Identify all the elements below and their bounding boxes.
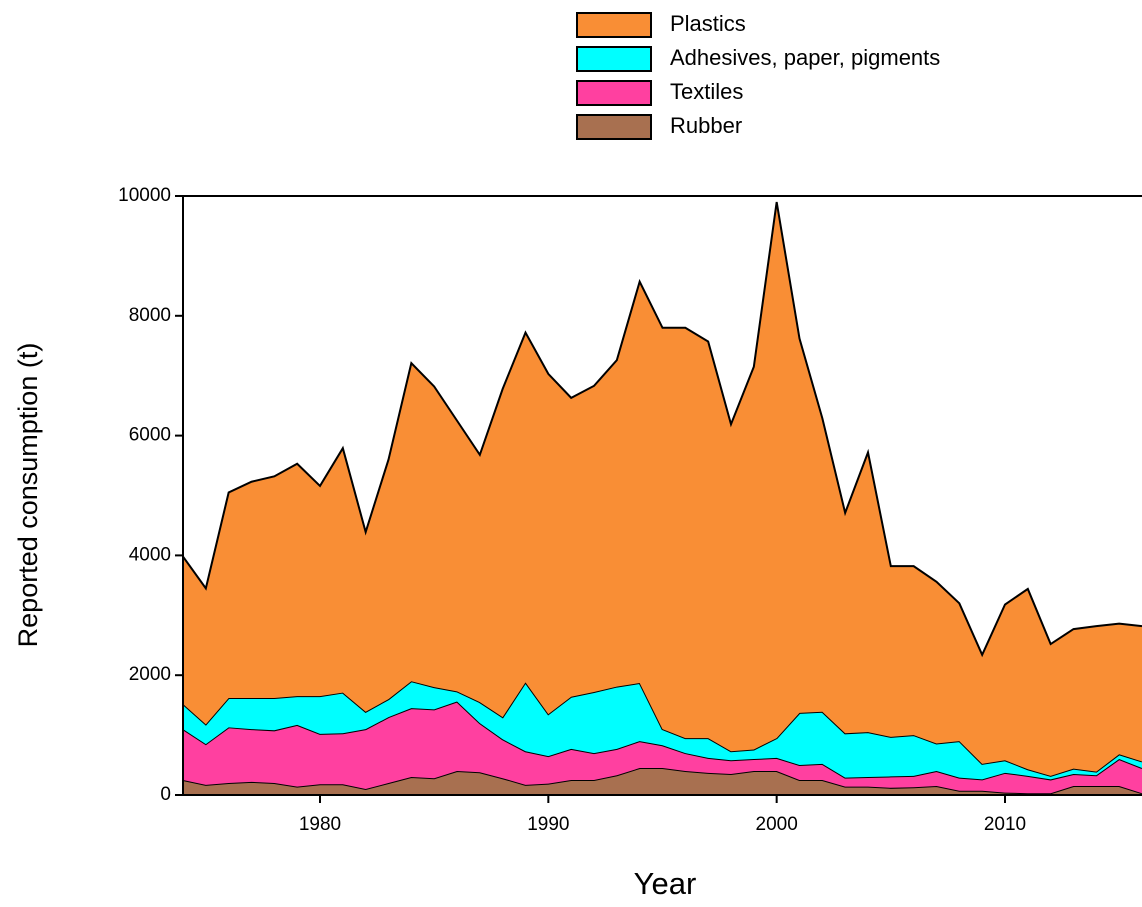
- legend-label: Rubber: [670, 113, 742, 138]
- legend-swatch: [576, 114, 652, 140]
- x-tick-label: 1980: [299, 814, 341, 835]
- area-edge: [182, 201, 1142, 658]
- area: [183, 681, 1142, 780]
- legend-swatch: [576, 80, 652, 106]
- legend-label: Adhesives, paper, pigments: [670, 45, 940, 70]
- area: [183, 201, 1142, 776]
- y-tick-label: 0: [160, 784, 171, 805]
- x-tick-label: 1990: [527, 814, 569, 835]
- y-axis-label: Reported consumption (t): [13, 343, 43, 648]
- y-tick-label: 6000: [129, 425, 171, 446]
- legend-swatch: [576, 46, 652, 72]
- x-tick-label: 2010: [984, 814, 1026, 835]
- y-tick-label: 4000: [129, 544, 171, 565]
- x-tick-label: 2000: [756, 814, 798, 835]
- legend-label: Plastics: [670, 11, 746, 36]
- area: [183, 701, 1142, 794]
- legend-swatch: [576, 12, 652, 38]
- y-tick-label: 8000: [129, 305, 171, 326]
- y-tick-label: 2000: [129, 664, 171, 685]
- legend-label: Textiles: [670, 79, 743, 104]
- y-tick-label: 10000: [118, 185, 171, 206]
- x-axis-label: Year: [634, 866, 697, 901]
